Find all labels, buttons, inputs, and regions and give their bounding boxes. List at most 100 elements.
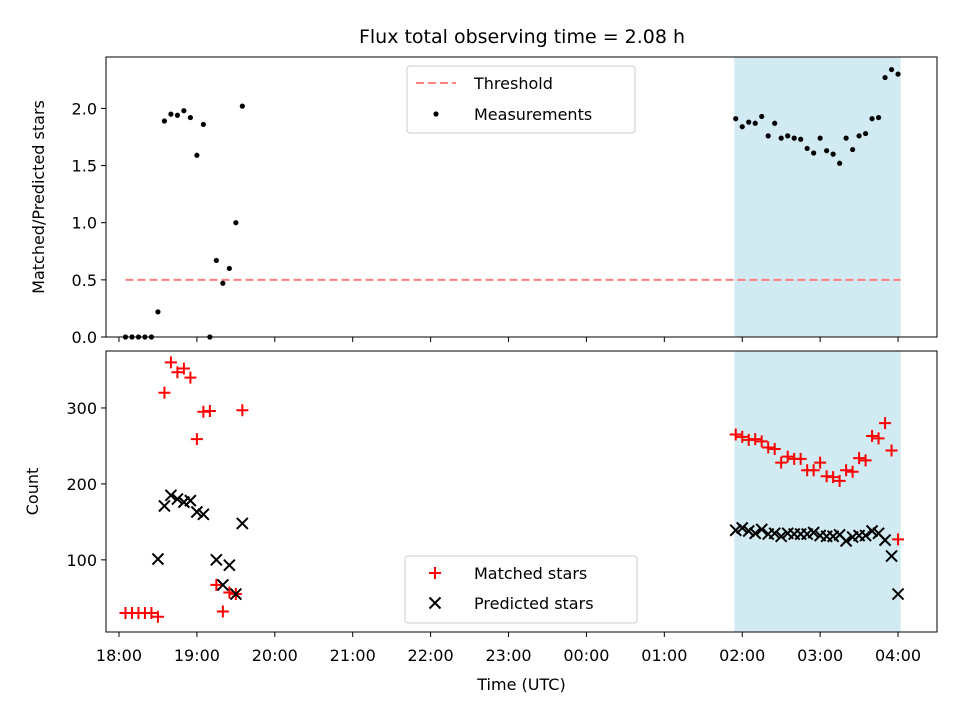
data-point [846, 465, 859, 478]
data-point [768, 442, 781, 455]
data-point [814, 456, 827, 469]
data-point [781, 450, 794, 463]
data-point [833, 474, 846, 487]
data-point [878, 533, 892, 547]
x-tick-label: 21:00 [330, 646, 376, 665]
data-point [865, 524, 879, 538]
data-point [827, 471, 840, 484]
data-point [746, 119, 752, 125]
legend-measurements-label: Measurements [474, 105, 592, 124]
data-point [807, 464, 820, 477]
legend-measurements-swatch [433, 111, 439, 117]
x-axis-label: Time (UTC) [476, 675, 565, 694]
data-point [161, 118, 168, 124]
data-point [749, 433, 762, 446]
data-point [203, 404, 216, 417]
data-point [742, 524, 755, 538]
data-point [765, 133, 771, 139]
x-tick-label: 02:00 [719, 646, 765, 665]
data-point [755, 523, 768, 536]
highlight-span [734, 351, 901, 632]
y-tick-label: 1.0 [72, 214, 97, 233]
data-point [229, 587, 243, 601]
data-point [736, 521, 749, 535]
data-point [840, 464, 853, 477]
data-point [892, 533, 905, 546]
data-point [151, 552, 165, 566]
y-tick-label: 0.0 [72, 328, 97, 347]
data-point [216, 578, 230, 592]
y-tick-label: 200 [66, 475, 97, 494]
chart-title: Flux total observing time = 2.08 h [359, 26, 685, 48]
data-point [151, 610, 164, 623]
y-axis-label: Matched/Predicted stars [29, 100, 48, 294]
data-point [749, 527, 762, 540]
data-point [158, 386, 171, 399]
data-point [794, 452, 807, 465]
x-tick-label: 01:00 [641, 646, 687, 665]
data-point [885, 444, 898, 457]
data-point [181, 108, 187, 114]
data-point [236, 404, 249, 417]
data-point [830, 151, 836, 157]
x-tick-label: 00:00 [563, 646, 609, 665]
data-point [772, 120, 778, 126]
data-point [785, 133, 791, 139]
x-tick-label: 19:00 [174, 646, 220, 665]
data-point [879, 417, 892, 430]
data-point [236, 517, 249, 530]
legend-matched-swatch [429, 567, 441, 579]
legend-box [404, 555, 638, 624]
data-point [739, 124, 745, 130]
data-point [895, 71, 901, 77]
data-point [768, 527, 781, 540]
data-point [733, 116, 739, 122]
data-point [171, 366, 184, 379]
panel-bottom: 100 200 300 18:00 19:00 20:00 21:00 22:00 23:00 0… [23, 350, 938, 694]
series-measurements [122, 66, 901, 340]
data-point [856, 133, 862, 139]
data-point [736, 430, 749, 443]
x-tick-label: 22:00 [408, 646, 454, 665]
data-point [171, 492, 184, 506]
x-tick-label: 20:00 [252, 646, 298, 665]
data-point [859, 529, 872, 542]
data-point [197, 508, 210, 521]
data-point [187, 114, 193, 121]
data-point [155, 309, 161, 315]
data-point [213, 257, 219, 264]
data-point [882, 74, 888, 81]
legend-threshold-label: Threshold [473, 74, 553, 93]
x-tick-label: 04:00 [875, 646, 921, 665]
data-point [807, 526, 820, 539]
y-tick-label: 100 [66, 551, 97, 570]
data-point [774, 530, 788, 543]
data-point [729, 524, 742, 537]
data-point [872, 432, 885, 445]
y-tick-label: 0.5 [72, 271, 97, 290]
data-point [210, 578, 223, 591]
data-point [184, 371, 197, 384]
series-matched-stars [119, 356, 905, 623]
data-point [862, 130, 869, 137]
series-predicted-stars [151, 489, 905, 601]
data-point [824, 148, 830, 154]
data-point [778, 135, 784, 141]
data-point [164, 356, 177, 369]
y-axis-label: Count [23, 468, 42, 516]
y-tick-label: 2.0 [72, 99, 97, 118]
data-point [853, 452, 866, 465]
data-point [762, 441, 775, 454]
x-tick-label: 23:00 [485, 646, 531, 665]
data-point [811, 150, 817, 156]
data-point [839, 534, 853, 548]
legend-box [406, 65, 636, 134]
data-point [158, 499, 171, 513]
panel-top: 0.0 0.5 1.0 1.5 2.0 Matched/Predicted stars Th… [29, 56, 938, 347]
data-point [798, 136, 804, 142]
data-point [239, 103, 245, 109]
data-point [850, 146, 856, 153]
legend: Matched stars Predicted stars [404, 555, 638, 624]
axes-frame [105, 350, 938, 633]
